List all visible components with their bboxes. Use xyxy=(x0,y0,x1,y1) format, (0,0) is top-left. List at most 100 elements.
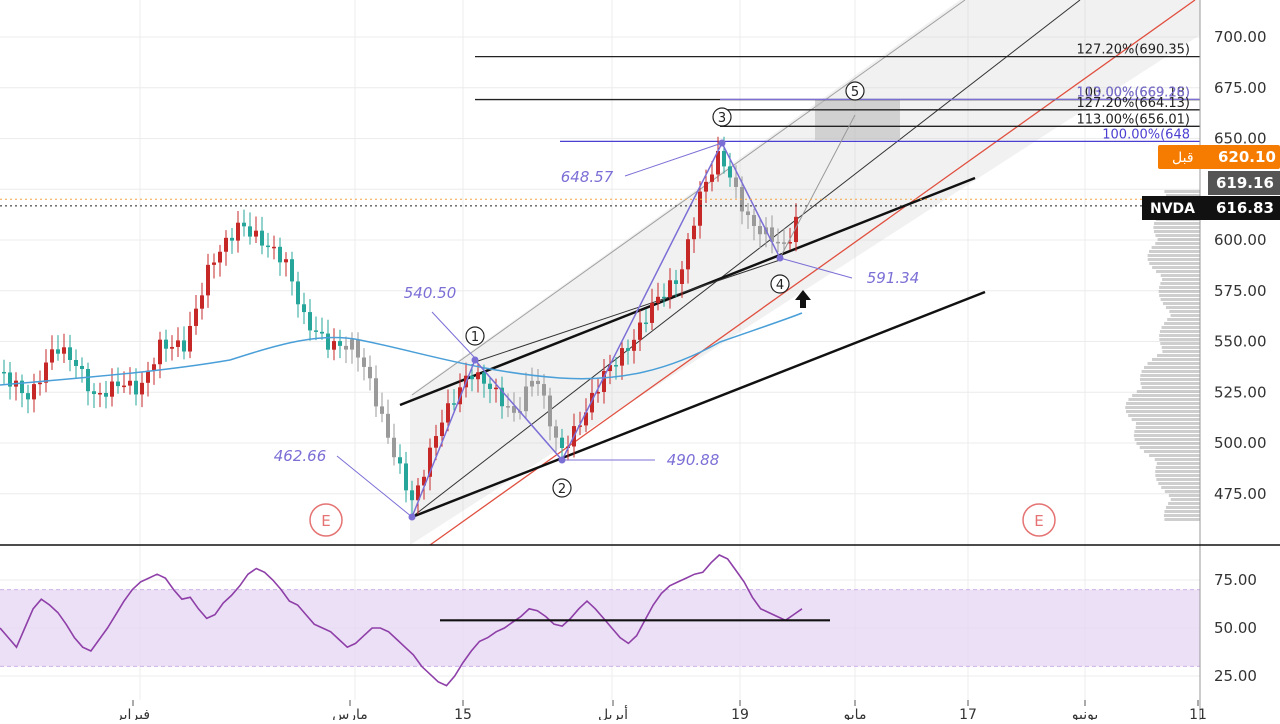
wave-label-leader xyxy=(624,142,723,177)
rsi-tick-label: 75.00 xyxy=(1214,571,1257,589)
event-marker xyxy=(1022,503,1056,537)
candle-body xyxy=(80,365,84,369)
candle-body xyxy=(398,457,402,464)
candle-body xyxy=(392,437,396,458)
candle-body xyxy=(536,380,540,385)
volume-profile-bar xyxy=(1160,282,1200,285)
volume-profile-bar xyxy=(1155,474,1200,477)
volume-profile-bar xyxy=(1161,326,1200,329)
volume-profile-bar xyxy=(1153,230,1200,233)
candle-body xyxy=(614,365,618,367)
candle-body xyxy=(236,222,240,241)
candle-body xyxy=(452,403,456,405)
candle-body xyxy=(290,259,294,282)
candle-body xyxy=(668,280,672,298)
candle-body xyxy=(62,347,66,354)
candle-body xyxy=(446,403,450,423)
fib-level-label: 113.00%(656.01) xyxy=(1077,112,1190,127)
candle-body xyxy=(284,259,288,263)
candle-body xyxy=(170,346,174,349)
volume-profile-bar xyxy=(1153,226,1200,229)
candle-body xyxy=(470,375,474,380)
candle-body xyxy=(176,340,180,347)
volume-profile-bar xyxy=(1132,394,1200,397)
fib-level-label: 100.00%(669.18) xyxy=(1077,86,1190,101)
volume-profile-bar xyxy=(1170,314,1200,317)
price-tick-label: 600.00 xyxy=(1214,231,1267,249)
wave-number: 3 xyxy=(718,111,726,126)
time-tick-label: مايو xyxy=(843,707,867,720)
candle-body xyxy=(50,349,54,363)
candle-body xyxy=(686,239,690,270)
wave-number-circle xyxy=(712,107,732,127)
volume-profile-bar xyxy=(1165,194,1200,197)
price-tick-label: 575.00 xyxy=(1214,282,1267,300)
candle-body xyxy=(428,447,432,477)
volume-profile-bar xyxy=(1134,430,1200,433)
candle-body xyxy=(344,345,348,350)
volume-profile-bar xyxy=(1126,410,1200,413)
price-tick-label: 500.00 xyxy=(1214,434,1267,452)
candle-body xyxy=(164,339,168,349)
candle-body xyxy=(584,412,588,426)
rsi-overbought-oversold-band xyxy=(0,589,1200,667)
candle-body xyxy=(488,383,492,389)
time-tick-label: أبريل xyxy=(598,705,628,720)
time-tick-label: 17 xyxy=(959,707,977,720)
volume-profile-bar xyxy=(1165,306,1200,309)
candle-body xyxy=(356,339,360,358)
grid xyxy=(0,0,1200,700)
volume-profile-bar xyxy=(1159,286,1200,289)
volume-profile-bar xyxy=(1139,378,1200,381)
candle-body xyxy=(560,437,564,448)
candle-body xyxy=(404,463,408,491)
candle-body xyxy=(770,227,774,242)
wave-number-circle xyxy=(465,326,485,346)
volume-profile-bar xyxy=(1161,346,1200,349)
candle-body xyxy=(116,381,120,387)
volume-profile-bar xyxy=(1133,434,1200,437)
candle-body xyxy=(242,222,246,227)
upper-trend-line xyxy=(399,176,976,407)
volume-profile-bar xyxy=(1162,302,1200,305)
candle-body xyxy=(158,339,162,365)
candle-body xyxy=(200,295,204,309)
fib-levels: 127.20%(690.35) 100.00%(669.18)113.00%(66… xyxy=(475,43,1200,142)
candle-body xyxy=(278,246,282,263)
candle-body xyxy=(194,308,198,326)
prev-close-tag-value: 620.10 xyxy=(1218,148,1276,166)
candle-body xyxy=(782,242,786,244)
volume-profile-bar xyxy=(1156,462,1200,465)
candle-body xyxy=(44,362,48,383)
candle-body xyxy=(338,341,342,346)
candle-body xyxy=(422,476,426,486)
time-tick-label: 19 xyxy=(731,707,749,720)
volume-profile-bar xyxy=(1160,274,1200,277)
candle-body xyxy=(122,385,126,388)
volume-profile-bar xyxy=(1125,406,1200,409)
candle-body xyxy=(272,246,276,249)
volume-profile-bar xyxy=(1162,350,1200,353)
candle-body xyxy=(674,280,678,284)
candle-body xyxy=(20,380,24,394)
volume-profile-bar xyxy=(1156,270,1200,273)
volume-profile-bar xyxy=(1155,466,1200,469)
volume-profile-bar xyxy=(1167,318,1200,321)
candle-body xyxy=(140,382,144,395)
volume-profile-bar xyxy=(1159,338,1200,341)
event-marker xyxy=(309,503,343,537)
candle-body xyxy=(38,382,42,385)
price-tick-label: 700.00 xyxy=(1214,28,1267,46)
candle-body xyxy=(8,372,12,387)
volume-profile-bar xyxy=(1134,438,1200,441)
wave-5-projection xyxy=(779,114,856,259)
candle-body xyxy=(548,395,552,427)
volume-profile-bar xyxy=(1151,358,1200,361)
candle-body xyxy=(704,181,708,192)
volume-profile-bar xyxy=(1131,418,1200,421)
candle-body xyxy=(758,226,762,235)
time-tick-label: 11 xyxy=(1189,707,1207,720)
volume-profile-bar xyxy=(1151,246,1200,249)
